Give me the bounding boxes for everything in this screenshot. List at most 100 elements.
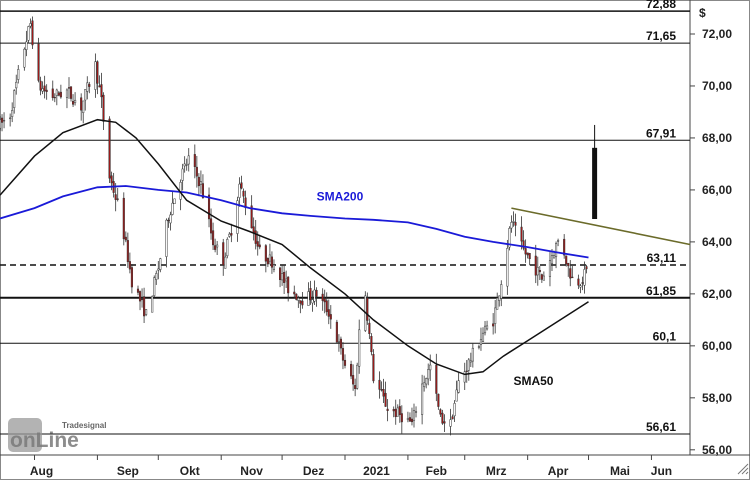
candle-body <box>358 329 361 367</box>
candle-body <box>439 409 442 415</box>
candle-body <box>69 86 73 99</box>
candle-body <box>43 85 46 92</box>
series-annotation: SMA50 <box>513 374 553 388</box>
candle-body <box>98 85 101 88</box>
candle-body <box>386 408 389 411</box>
candle-body <box>372 354 375 382</box>
candle-body <box>354 385 357 389</box>
candle-body <box>145 309 148 315</box>
candle-body <box>313 289 316 302</box>
candle-body <box>400 413 403 423</box>
y-tick-label: 70,00 <box>702 79 732 93</box>
candle-body <box>96 61 99 84</box>
price-level-label: 67,91 <box>646 126 676 140</box>
candle-body <box>512 221 515 223</box>
candle-body <box>285 278 288 282</box>
candle-body <box>31 20 34 46</box>
candle-body <box>571 276 574 279</box>
price-level-label: 60,1 <box>653 329 677 343</box>
price-level-label: 71,65 <box>646 29 676 43</box>
candle-body <box>279 267 282 280</box>
y-tick-label: 68,00 <box>702 131 732 145</box>
candle-body <box>555 243 558 258</box>
candle-body <box>297 297 300 301</box>
candle-body <box>138 291 142 302</box>
candle-body <box>540 274 543 280</box>
candle-body <box>195 166 198 177</box>
candle-body <box>128 261 131 270</box>
candle-body <box>469 360 472 363</box>
candle-body <box>352 375 355 385</box>
candle-body <box>270 256 273 268</box>
candle-body <box>86 82 89 92</box>
candle-body <box>185 164 188 166</box>
candle-body <box>13 90 16 108</box>
candle-body <box>524 248 527 255</box>
candle-body <box>59 91 62 98</box>
candle-body <box>124 236 127 241</box>
candle-body <box>384 392 387 407</box>
candle-body <box>486 325 489 330</box>
candle-body <box>421 383 424 415</box>
candle-body <box>301 300 304 306</box>
candle-body <box>406 418 409 420</box>
candle-body <box>207 194 211 220</box>
candle-body <box>55 89 58 96</box>
price-levels: 72,88 71,65 67,91 63,11 61,85 60,1 56,61 <box>0 0 690 435</box>
candle-body <box>141 298 144 301</box>
candle-body <box>80 97 83 111</box>
candle-body <box>550 255 554 264</box>
candle-body <box>15 81 18 89</box>
price-level-label: 56,61 <box>646 420 676 434</box>
candle-body <box>356 364 359 389</box>
candle-body <box>492 323 495 327</box>
x-tick-label: 2021 <box>363 464 390 478</box>
candle-body <box>214 245 217 250</box>
candle-body <box>465 370 468 372</box>
candle-body <box>477 346 480 348</box>
candle-body <box>542 275 545 281</box>
candle-body <box>167 219 170 222</box>
price-level-label: 61,85 <box>646 284 676 298</box>
candle-body <box>216 244 219 248</box>
candle-body <box>173 198 176 204</box>
candle-body <box>39 80 42 91</box>
candle-body <box>583 269 586 286</box>
candle-body <box>51 88 54 98</box>
candle-body <box>45 89 48 92</box>
x-tick-label: Apr <box>548 464 569 478</box>
candle-body <box>155 273 158 280</box>
candle-body <box>481 332 485 342</box>
candle-body <box>508 228 511 248</box>
candle-body <box>396 407 399 417</box>
candle-body <box>500 284 503 299</box>
x-tick-label: Feb <box>426 464 447 478</box>
candle-body <box>116 198 119 200</box>
candle-body <box>520 226 523 242</box>
candle-body <box>410 418 414 423</box>
candle-body <box>510 222 513 229</box>
candle-body <box>429 364 432 371</box>
candle-body <box>423 382 426 387</box>
candle-body <box>193 154 196 167</box>
candle-body <box>72 101 75 105</box>
candle-body <box>197 176 200 187</box>
candle-body <box>394 408 397 418</box>
candle-body <box>27 26 30 41</box>
candle-body <box>311 299 314 304</box>
candle-body <box>368 322 371 334</box>
candle-body <box>563 238 566 256</box>
candle-body <box>65 89 69 98</box>
candle-body <box>548 260 552 277</box>
y-tick-label: 62,00 <box>702 287 732 301</box>
candle-body <box>136 288 140 293</box>
candle-body <box>414 411 418 413</box>
candle-body <box>157 268 160 271</box>
candle-body <box>0 119 2 129</box>
candle-body <box>102 94 105 122</box>
candle-body <box>293 291 296 295</box>
candle-body <box>84 89 87 101</box>
candle-body <box>88 84 91 87</box>
